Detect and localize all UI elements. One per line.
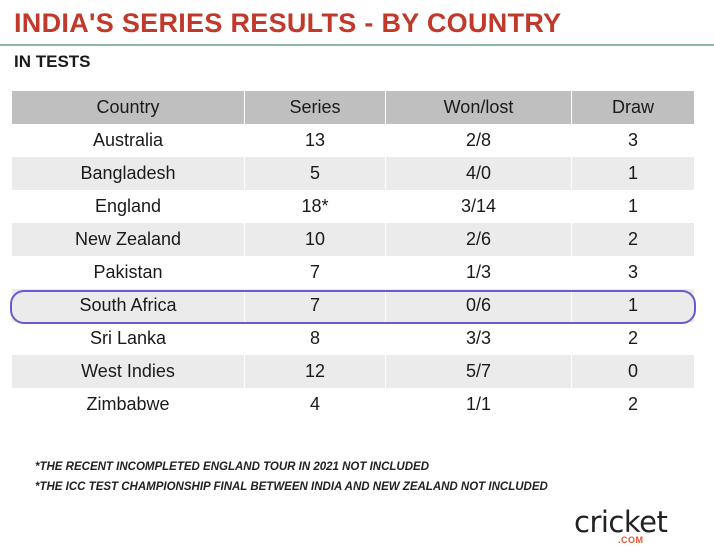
cell-series: 18* [244, 190, 385, 223]
column-header-country: Country [12, 91, 244, 124]
table-row: New Zealand 10 2/6 2 [12, 223, 694, 256]
logo-domain: .COM [618, 535, 644, 545]
cell-series: 13 [244, 124, 385, 157]
cell-country: New Zealand [12, 223, 244, 256]
cell-won-lost: 3/3 [385, 322, 571, 355]
footnote-england: *THE RECENT INCOMPLETED ENGLAND TOUR IN … [35, 461, 430, 473]
title-divider [0, 44, 714, 46]
cricket-com-logo: cricket .COM [574, 505, 686, 547]
table-row: England 18* 3/14 1 [12, 190, 694, 223]
column-header-series: Series [244, 91, 385, 124]
table-row: Pakistan 7 1/3 3 [12, 256, 694, 289]
cell-won-lost: 1/3 [385, 256, 571, 289]
cell-country: Bangladesh [12, 157, 244, 190]
cell-won-lost: 4/0 [385, 157, 571, 190]
cell-draw: 2 [571, 322, 694, 355]
cell-won-lost: 2/8 [385, 124, 571, 157]
cell-country: Sri Lanka [89, 328, 167, 348]
footnote-wtc-final: *THE ICC TEST CHAMPIONSHIP FINAL BETWEEN… [35, 481, 548, 493]
cell-series: 10 [244, 223, 385, 256]
cell-country: England [94, 196, 162, 216]
cell-won-lost: 3/14 [385, 190, 571, 223]
cell-draw: 1 [571, 190, 694, 223]
cell-country: Zimbabwe [86, 394, 170, 414]
cell-won-lost: 5/7 [385, 355, 571, 388]
results-table: Country Series Won/lost Draw Australia 13… [12, 91, 694, 421]
cell-series: 12 [244, 355, 385, 388]
column-header-draw: Draw [571, 91, 694, 124]
page-subtitle: IN TESTS [14, 52, 91, 71]
table-row: South Africa 7 0/6 1 [12, 289, 694, 322]
table-row: Sri Lanka 8 3/3 2 [12, 322, 694, 355]
table-body: Australia 13 2/8 3 Bangladesh 5 4/0 1 England 18*… [12, 124, 694, 421]
cell-country: South Africa [12, 289, 244, 322]
cell-draw: 3 [571, 124, 694, 157]
cell-draw: 1 [571, 289, 694, 322]
cell-won-lost: 1/1 [385, 388, 571, 421]
cell-won-lost: 0/6 [385, 289, 571, 322]
table-header-row: Country Series Won/lost Draw [12, 91, 694, 124]
cell-series: 7 [244, 256, 385, 289]
table-row: Bangladesh 5 4/0 1 [12, 157, 694, 190]
page-title: INDIA'S SERIES RESULTS - BY COUNTRY [14, 8, 562, 38]
cell-country: Australia [92, 130, 164, 150]
cell-series: 5 [244, 157, 385, 190]
cell-draw: 1 [571, 157, 694, 190]
cell-draw: 2 [571, 388, 694, 421]
column-header-won-lost: Won/lost [385, 91, 571, 124]
cell-series: 4 [244, 388, 385, 421]
cell-draw: 3 [571, 256, 694, 289]
cell-country: West Indies [12, 355, 244, 388]
table-row: Zimbabwe 4 1/1 2 [12, 388, 694, 421]
cell-series: 7 [244, 289, 385, 322]
table-row: Australia 13 2/8 3 [12, 124, 694, 157]
table-row: West Indies 12 5/7 0 [12, 355, 694, 388]
cell-draw: 2 [571, 223, 694, 256]
cell-draw: 0 [571, 355, 694, 388]
cell-country: Pakistan [93, 262, 163, 282]
cell-won-lost: 2/6 [385, 223, 571, 256]
logo-wordmark: cricket [574, 505, 668, 539]
cell-series: 8 [244, 322, 385, 355]
